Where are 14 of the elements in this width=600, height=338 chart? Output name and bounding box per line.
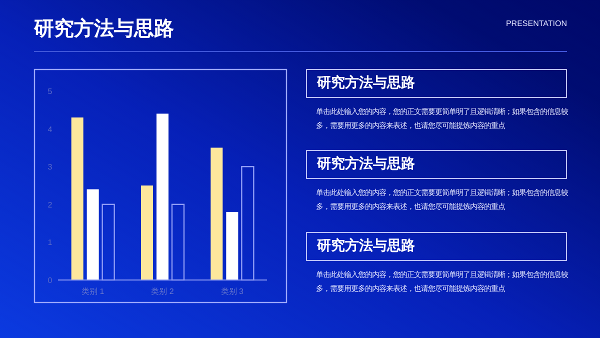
text: PRESENTATION (506, 19, 567, 29)
text: 研究方法与思路 (317, 74, 415, 90)
y-tick-label: 4 (48, 124, 53, 134)
y-tick-label: 1 (48, 238, 53, 248)
text: 研究方法与思路 (34, 17, 174, 41)
text: 研究方法与思路 (317, 237, 415, 253)
y-tick-label: 3 (48, 162, 53, 172)
text: 研究方法与思路 (317, 155, 415, 171)
y-tick-label: 0 (48, 276, 53, 285)
x-tick-label: 类别 1 (81, 287, 105, 296)
x-tick-label: 类别 2 (151, 287, 174, 296)
y-tick-label: 2 (48, 200, 53, 210)
y-tick-label: 5 (48, 87, 53, 96)
x-tick-label: 类别 3 (220, 287, 244, 296)
